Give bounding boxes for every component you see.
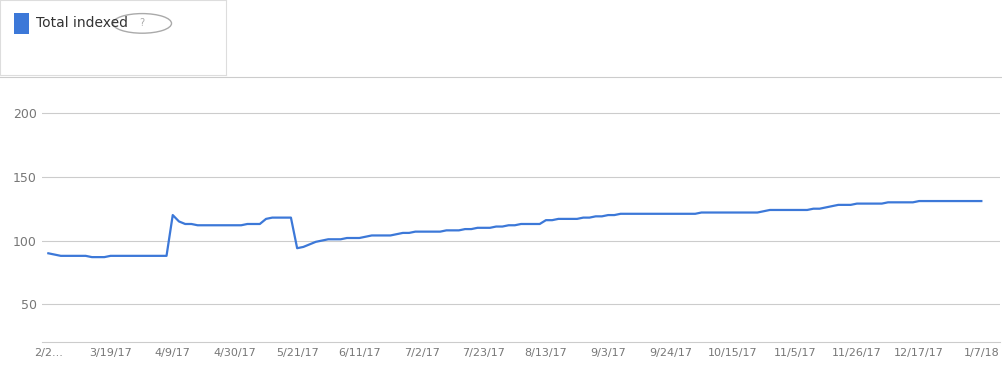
Text: ?: ? xyxy=(139,19,144,28)
Text: Total indexed: Total indexed xyxy=(36,16,128,31)
FancyBboxPatch shape xyxy=(14,13,29,34)
